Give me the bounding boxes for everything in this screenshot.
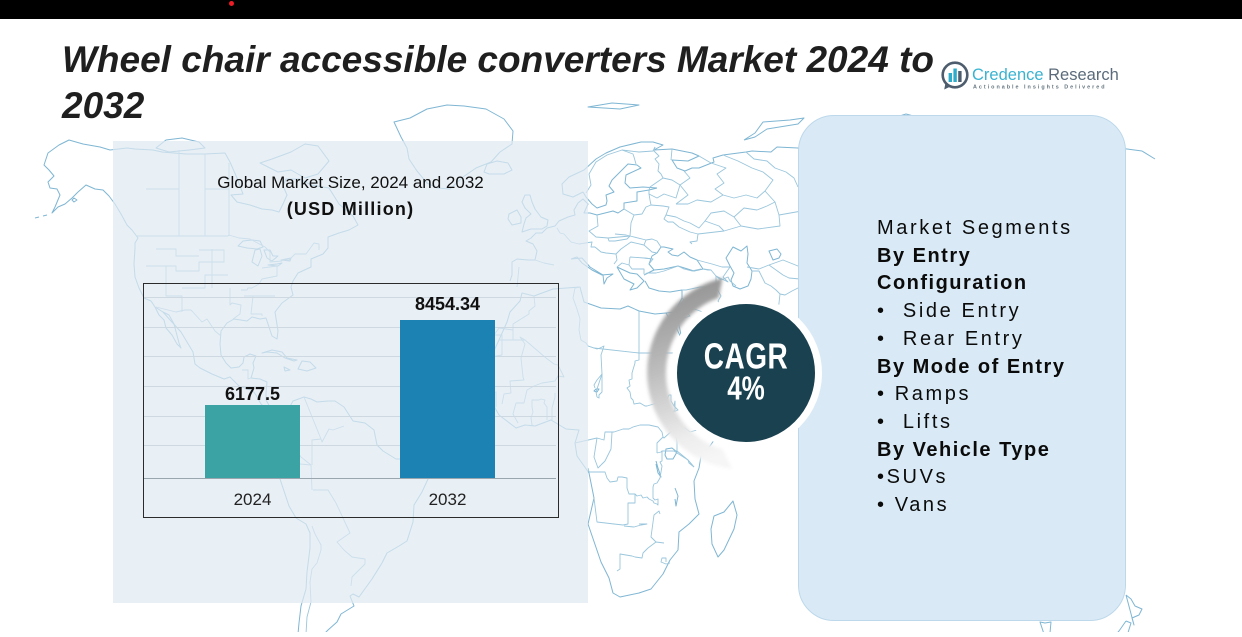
svg-text:Actionable Insights Delivered: Actionable Insights Delivered <box>973 85 1107 91</box>
svg-text:Credence Research: Credence Research <box>972 66 1119 84</box>
